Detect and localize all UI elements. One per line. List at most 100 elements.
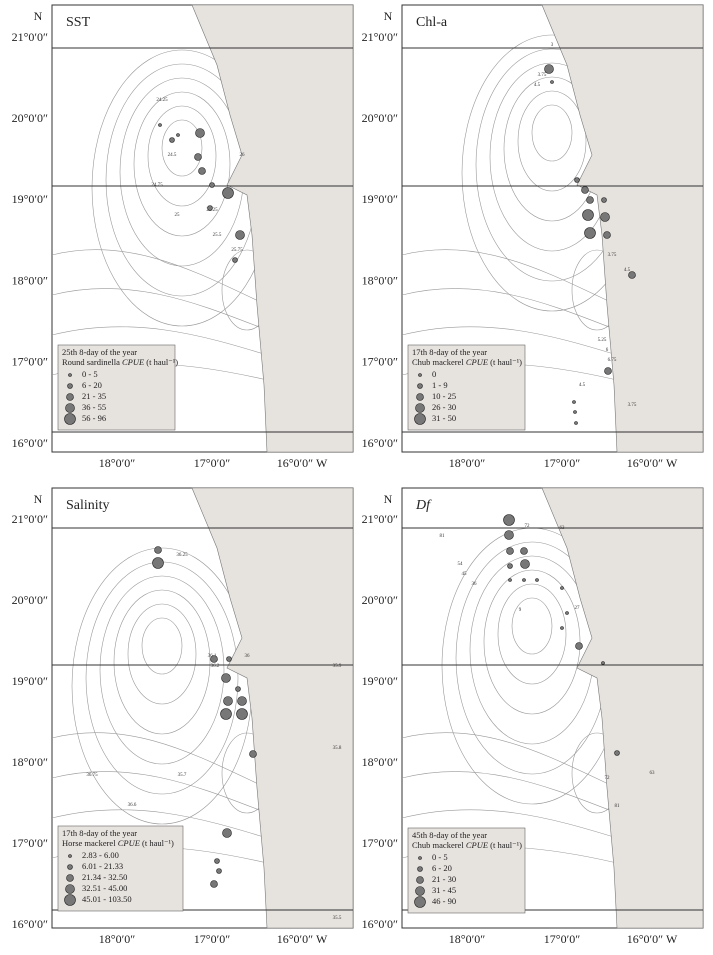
legend-label: 32.51 - 45.00 — [82, 883, 127, 893]
map-panel: 81 72 63 54 45 36 27 9 63 72 81 Df 45th 8-day of the… — [401, 487, 704, 929]
sampling-point — [520, 547, 528, 555]
sampling-point — [603, 231, 611, 239]
latitude-label: 20°0′0″ — [12, 111, 48, 125]
land — [191, 4, 354, 453]
sampling-point — [582, 209, 594, 221]
contour-line — [497, 583, 567, 685]
map-panel: 36.2536.136.23635.935.836.7535.736.635.5… — [51, 487, 354, 929]
sampling-point — [221, 673, 231, 683]
sampling-point — [614, 750, 620, 756]
contour-line — [127, 603, 197, 705]
sampling-point — [628, 271, 636, 279]
legend-title-part: Chub mackerel — [412, 840, 464, 850]
legend-label: 31 - 45 — [432, 885, 456, 895]
legend-label: 2.83 - 6.00 — [82, 850, 119, 860]
legend-title-part: CPUE — [466, 840, 489, 850]
sampling-point — [222, 187, 234, 199]
legend-box — [407, 344, 526, 431]
contour-label: 25.25 — [206, 208, 218, 213]
latitude-label: 19°0′0″ — [362, 192, 398, 206]
legend-label: 0 - 5 — [432, 852, 448, 862]
latitude-label: 19°0′0″ — [362, 674, 398, 688]
sampling-point — [236, 708, 248, 720]
sampling-point — [222, 828, 232, 838]
contour-line — [51, 771, 268, 814]
contour-label: 45 — [462, 572, 468, 577]
legend-title-part: Round sardinella — [62, 357, 120, 367]
longitude-label: 18°0′0″ — [449, 456, 485, 470]
legend-title: Chub mackerel CPUE (t haul⁻¹) — [412, 840, 522, 850]
legend-symbol — [418, 856, 422, 860]
sampling-point — [194, 153, 202, 161]
contour-label: 25.75 — [231, 248, 243, 253]
latitude-label: 17°0′0″ — [12, 355, 48, 369]
contour-label: 9 — [519, 608, 522, 613]
longitude-label: 18°0′0″ — [99, 932, 135, 946]
sampling-point — [223, 696, 233, 706]
contour-line — [511, 597, 553, 655]
contour-label: 81 — [615, 804, 621, 809]
contour-label: 36.2 — [211, 664, 220, 669]
contour-line — [531, 104, 573, 162]
latitude-label: 18°0′0″ — [362, 755, 398, 769]
legend-symbol — [414, 896, 426, 908]
latitude-label: 20°0′0″ — [362, 593, 398, 607]
sampling-point — [565, 611, 569, 615]
contour-line — [147, 105, 217, 207]
sampling-point — [574, 421, 578, 425]
contour-line — [401, 771, 618, 814]
latitude-label: 20°0′0″ — [12, 593, 48, 607]
legend-box — [57, 825, 184, 912]
legend-period: 17th 8-day of the year — [62, 828, 137, 838]
contour-label: 54 — [458, 562, 464, 567]
legend-period: 45th 8-day of the year — [412, 830, 487, 840]
contour-line — [133, 91, 231, 237]
contour-label: 25 — [175, 213, 181, 218]
contour-label: 25.5 — [213, 233, 222, 238]
sampling-point — [572, 400, 576, 404]
sampling-point — [520, 559, 530, 569]
sampling-point — [176, 133, 180, 137]
sampling-point — [586, 196, 594, 204]
legend-label: 0 - 5 — [82, 369, 98, 379]
legend-symbol — [417, 383, 423, 389]
legend-period: 17th 8-day of the year — [412, 347, 487, 357]
sampling-point — [601, 661, 605, 665]
contour-line — [51, 326, 268, 356]
contour-label: 3 — [551, 43, 554, 48]
contour-label: 6.75 — [608, 358, 617, 363]
latitude-label: 18°0′0″ — [12, 273, 48, 287]
legend-symbol — [66, 393, 74, 401]
legend-title-part: Horse mackerel — [62, 838, 116, 848]
sampling-point — [209, 182, 215, 188]
contour-label: 4.5 — [534, 83, 541, 88]
legend-label: 45.01 - 103.50 — [82, 894, 132, 904]
latitude-label: 21°0′0″ — [362, 512, 398, 526]
contour-line — [517, 90, 587, 192]
sampling-point — [169, 137, 175, 143]
contour-line — [113, 589, 211, 735]
legend-label: 21.34 - 32.50 — [82, 872, 127, 882]
contour-label: 3.75 — [538, 73, 547, 78]
panel-title: SST — [66, 15, 91, 30]
legend-symbol — [417, 866, 423, 872]
legend-symbol — [416, 393, 424, 401]
legend-label: 21 - 30 — [432, 874, 456, 884]
legend-label: 1 - 9 — [432, 380, 448, 390]
longitude-label: 17°0′0″ — [194, 456, 230, 470]
legend-label: 26 - 30 — [432, 402, 456, 412]
contour-label: 4.5 — [624, 268, 631, 273]
contour-line — [99, 575, 225, 765]
legend-period: 25th 8-day of the year — [62, 347, 137, 357]
legend-label: 6 - 20 — [432, 863, 452, 873]
latitude-label: 21°0′0″ — [362, 30, 398, 44]
sampling-point — [210, 880, 218, 888]
north-label: N — [384, 492, 393, 506]
legend-title: Chub mackerel CPUE (t haul⁻¹) — [412, 357, 522, 367]
sampling-point — [601, 197, 607, 203]
latitude-label: 19°0′0″ — [12, 674, 48, 688]
contour-label: 36 — [472, 582, 478, 587]
